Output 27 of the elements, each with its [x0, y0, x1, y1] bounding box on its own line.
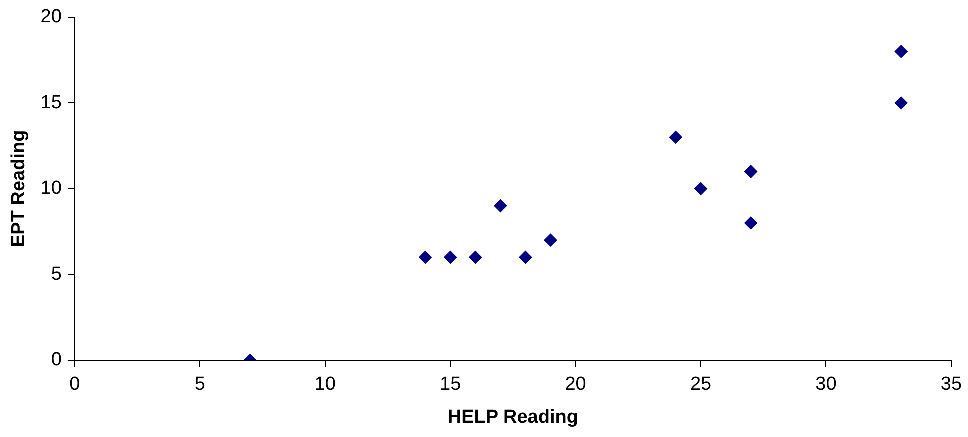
point — [469, 251, 482, 264]
x-tick-label: 15 — [440, 374, 462, 396]
point — [894, 45, 908, 58]
x-axis-title: HELP Reading — [448, 406, 578, 428]
x-tick-label: 35 — [940, 374, 962, 396]
point — [894, 96, 908, 110]
point — [694, 182, 708, 196]
point — [744, 216, 758, 230]
y-axis-title: EPT Reading — [8, 130, 30, 248]
point — [419, 251, 432, 264]
point — [744, 165, 758, 178]
x-tick-label: 25 — [690, 374, 712, 396]
x-tick-label: 0 — [70, 374, 80, 396]
y-tick-label: 15 — [40, 92, 62, 114]
point — [544, 234, 558, 247]
y-tick-label: 5 — [51, 264, 62, 285]
point — [444, 251, 458, 264]
y-tick-label: 10 — [40, 178, 62, 200]
y-tick-label: 0 — [51, 350, 62, 371]
point — [669, 130, 682, 144]
x-tick-label: 30 — [816, 374, 837, 396]
x-tick-label: 5 — [194, 374, 206, 396]
point — [519, 251, 532, 264]
y-tick-label: 20 — [40, 6, 62, 28]
x-tick-label: 20 — [565, 374, 586, 396]
x-tick-label: 10 — [314, 374, 336, 396]
point — [494, 200, 508, 213]
